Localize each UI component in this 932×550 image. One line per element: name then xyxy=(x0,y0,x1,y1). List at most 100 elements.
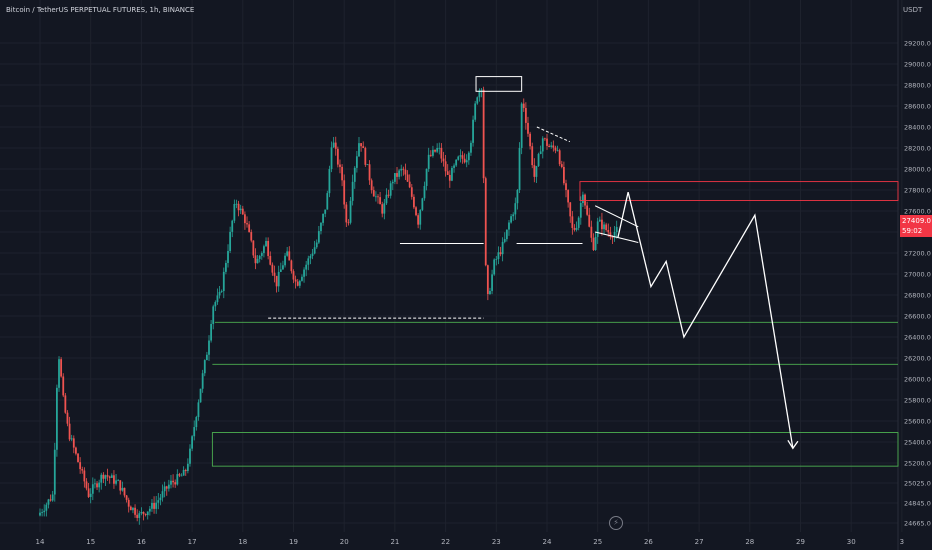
x-tick-label: 25 xyxy=(593,538,602,546)
candle-body xyxy=(275,275,278,287)
candle-body xyxy=(520,103,523,148)
candle-body xyxy=(419,209,422,225)
candle-body xyxy=(201,373,204,389)
candle-body xyxy=(451,167,453,181)
candle-body xyxy=(370,180,373,191)
currency-label[interactable]: USDT xyxy=(903,6,923,14)
candle-body xyxy=(301,276,303,281)
candle-body xyxy=(505,229,508,240)
candle-body xyxy=(546,138,548,146)
candle-body xyxy=(396,173,398,177)
candle-body xyxy=(110,475,113,478)
candle-body xyxy=(320,222,322,232)
candle-body xyxy=(510,216,512,223)
candle-body xyxy=(339,164,341,167)
breakout-box xyxy=(475,76,523,92)
candle-body xyxy=(186,463,189,472)
candle-body xyxy=(613,232,616,238)
x-tick-label: 29 xyxy=(796,538,805,546)
candle-body xyxy=(246,223,248,225)
candle-body xyxy=(586,205,589,215)
trend-drawings[interactable] xyxy=(268,76,799,450)
y-tick-label: 27600.0 xyxy=(904,208,931,216)
candle-body xyxy=(387,194,390,196)
price-axis[interactable]: 29200.0 29000.0 28800.0 28600.0 28400.0 28200… xyxy=(904,40,931,528)
y-tick-label: 26800.0 xyxy=(904,292,931,300)
candle-body xyxy=(364,148,367,165)
candle-body xyxy=(486,265,489,295)
candle-body xyxy=(153,502,155,509)
candle-body xyxy=(94,483,96,485)
x-tick-label: 28 xyxy=(745,538,754,546)
candle-body xyxy=(470,142,472,153)
candle-body xyxy=(531,146,534,166)
candle-body xyxy=(233,204,236,221)
candle-body xyxy=(394,173,396,182)
candle-body xyxy=(372,190,375,197)
candle-body xyxy=(594,236,597,251)
candle-body xyxy=(446,171,449,175)
time-axis[interactable]: 14 15 16 17 18 19 20 21 22 23 24 25 26 27 28 29 30 3 xyxy=(36,538,905,546)
candle-body xyxy=(214,302,217,307)
candle-body xyxy=(199,388,202,403)
symbol-title[interactable]: Bitcoin / TetherUS PERPETUAL FUTURES, 1h… xyxy=(6,6,195,14)
support-zone xyxy=(211,432,899,467)
price-zones[interactable] xyxy=(211,181,899,467)
candle-body xyxy=(539,151,542,155)
candle-body xyxy=(157,500,160,503)
candle-body xyxy=(588,214,591,227)
candle-body xyxy=(389,183,392,196)
candle-body xyxy=(480,89,483,91)
candle-body xyxy=(294,279,297,282)
candle-body xyxy=(533,165,536,177)
bar-countdown: 59:02 xyxy=(902,227,923,235)
candle-body xyxy=(91,484,94,494)
candle-body xyxy=(436,148,439,152)
candle-body xyxy=(615,226,618,233)
candle-body xyxy=(577,217,580,228)
candle-body xyxy=(330,147,333,170)
candle-body xyxy=(381,204,384,214)
candle-body xyxy=(603,224,605,230)
candle-body xyxy=(497,252,500,260)
candle-body xyxy=(127,499,130,507)
candle-body xyxy=(465,160,468,163)
candle-body xyxy=(41,512,44,513)
candle-body xyxy=(79,462,82,470)
lightning-icon[interactable]: ⚡ xyxy=(609,516,623,530)
wedge-lower xyxy=(595,231,639,243)
x-tick-label: 14 xyxy=(36,538,45,546)
candle-body xyxy=(457,156,460,160)
candle-body xyxy=(489,290,491,295)
candle-body xyxy=(322,213,324,223)
candle-body xyxy=(151,502,153,509)
candle-body xyxy=(142,511,145,514)
x-tick-label: 24 xyxy=(543,538,552,546)
candle-body xyxy=(66,412,69,424)
y-tick-label: 28400.0 xyxy=(904,124,931,132)
candle-body xyxy=(284,255,286,266)
y-tick-label: 25400.0 xyxy=(904,439,931,447)
candle-body xyxy=(132,507,134,511)
candle-body xyxy=(43,510,46,513)
candle-body xyxy=(377,196,379,198)
candle-body xyxy=(182,470,185,476)
candle-body xyxy=(567,190,570,203)
projection-path xyxy=(617,191,794,449)
candle-body xyxy=(410,187,413,197)
x-tick-label: 3 xyxy=(900,538,904,546)
candle-body xyxy=(607,229,610,233)
candle-body xyxy=(313,247,316,254)
candle-body xyxy=(267,240,270,256)
candle-body xyxy=(347,222,350,224)
candle-body xyxy=(484,178,487,266)
candle-body xyxy=(159,497,162,501)
candle-body xyxy=(543,138,546,140)
candle-body xyxy=(75,447,77,454)
candle-body xyxy=(134,507,136,515)
x-tick-label: 27 xyxy=(695,538,704,546)
candle-body xyxy=(427,154,430,169)
candle-body xyxy=(358,143,360,157)
candle-body xyxy=(554,147,557,151)
